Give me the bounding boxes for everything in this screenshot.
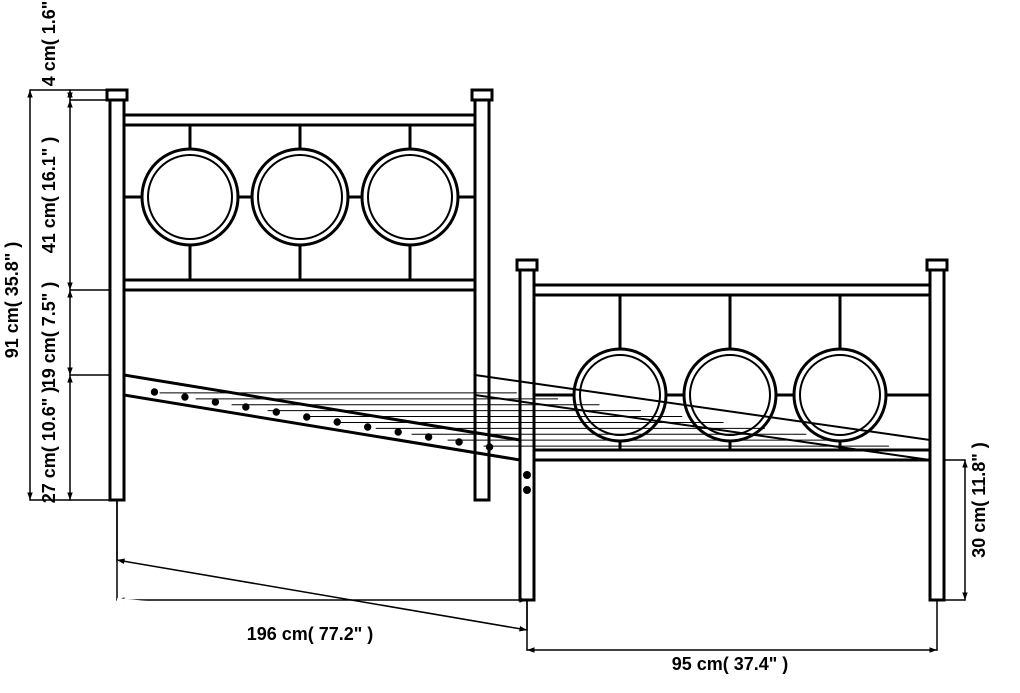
footboard	[517, 260, 947, 600]
dim-4cm: 4 cm( 1.6" )	[39, 0, 59, 86]
dim-91cm: 91 cm( 35.8" )	[2, 242, 22, 359]
headboard	[107, 90, 492, 500]
dim-95cm: 95 cm( 37.4" )	[672, 654, 789, 674]
dim-19cm: 19 cm( 7.5" )	[39, 282, 59, 389]
dim-30cm: 30 cm( 11.8" )	[969, 442, 989, 558]
dim-27cm: 27 cm( 10.6" )	[39, 387, 59, 504]
dim-196cm: 196 cm( 77.2" )	[247, 624, 374, 644]
dim-41cm: 41 cm( 16.1" )	[39, 137, 59, 254]
